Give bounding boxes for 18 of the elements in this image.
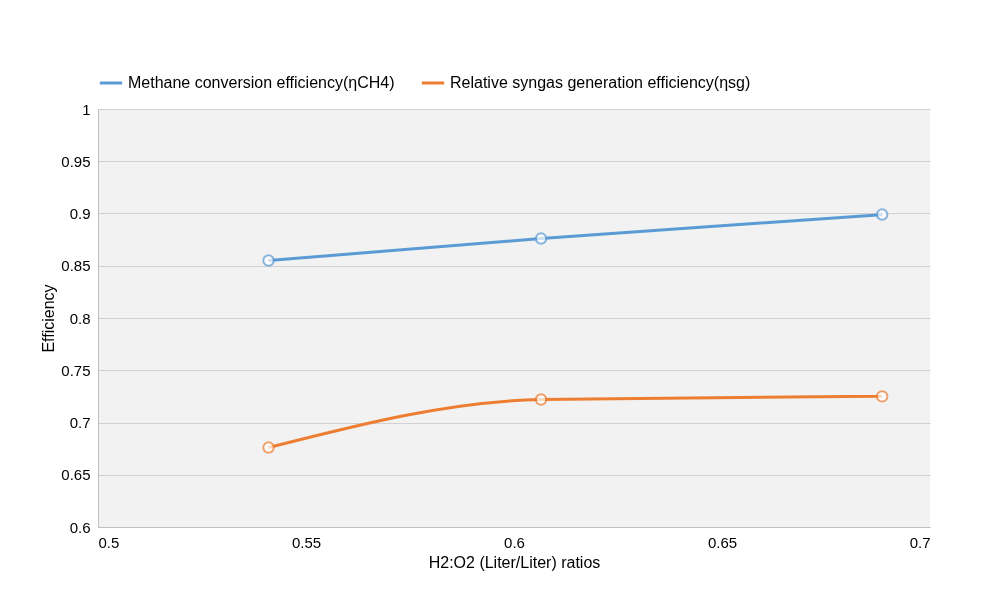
x-tick-label: 0.7 xyxy=(909,533,931,551)
x-tick-label: 0.6 xyxy=(504,533,525,551)
legend-label: Methane conversion efficiency(ηCH4) xyxy=(128,74,395,91)
y-tick-label: 0.7 xyxy=(69,414,91,431)
y-tick-label: 0.8 xyxy=(69,309,91,327)
y-tick-label: 0.6 xyxy=(69,518,91,536)
legend-label: Relative syngas generation efficiency(ηsg) xyxy=(450,74,751,91)
y-tick-label: 0.85 xyxy=(61,257,91,275)
x-axis-title: H2:O2 (Liter/Liter) ratios xyxy=(428,553,601,571)
y-tick-label: 1 xyxy=(82,100,91,118)
y-tick-label: 0.75 xyxy=(61,361,91,379)
y-tick-label: 0.95 xyxy=(61,152,91,170)
x-tick-label: 0.55 xyxy=(291,533,322,551)
x-tick-label: 0.65 xyxy=(707,533,738,551)
x-tick-label: 0.5 xyxy=(98,533,120,551)
y-tick-label: 0.9 xyxy=(69,205,91,222)
y-tick-label: 0.65 xyxy=(61,466,91,484)
y-axis-title: Efficiency xyxy=(40,284,58,353)
